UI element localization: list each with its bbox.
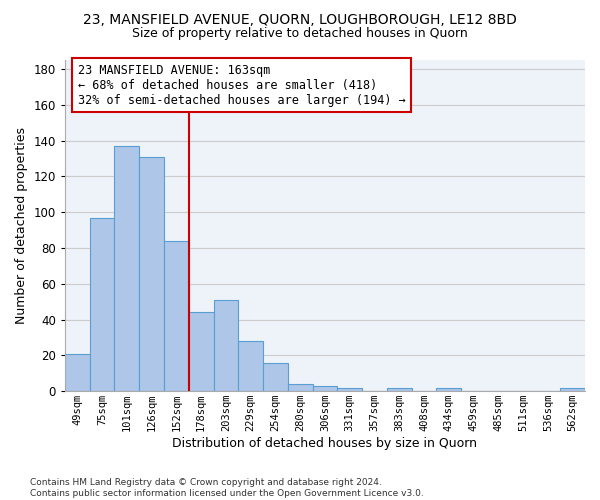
Bar [115,146,139,391]
Y-axis label: Number of detached properties: Number of detached properties [15,127,28,324]
Bar [436,388,461,391]
Bar [560,388,585,391]
Bar [288,384,313,391]
Text: 23, MANSFIELD AVENUE, QUORN, LOUGHBOROUGH, LE12 8BD: 23, MANSFIELD AVENUE, QUORN, LOUGHBOROUG… [83,12,517,26]
Bar [337,388,362,391]
Bar [164,241,189,391]
Bar [313,386,337,391]
Bar [189,312,214,391]
Text: Contains HM Land Registry data © Crown copyright and database right 2024.
Contai: Contains HM Land Registry data © Crown c… [30,478,424,498]
Bar [238,341,263,391]
Bar [214,300,238,391]
Bar [387,388,412,391]
Bar [90,218,115,391]
X-axis label: Distribution of detached houses by size in Quorn: Distribution of detached houses by size … [172,437,478,450]
Bar [65,354,90,391]
Bar [139,156,164,391]
Bar [263,362,288,391]
Text: Size of property relative to detached houses in Quorn: Size of property relative to detached ho… [132,28,468,40]
Text: 23 MANSFIELD AVENUE: 163sqm
← 68% of detached houses are smaller (418)
32% of se: 23 MANSFIELD AVENUE: 163sqm ← 68% of det… [78,64,406,106]
